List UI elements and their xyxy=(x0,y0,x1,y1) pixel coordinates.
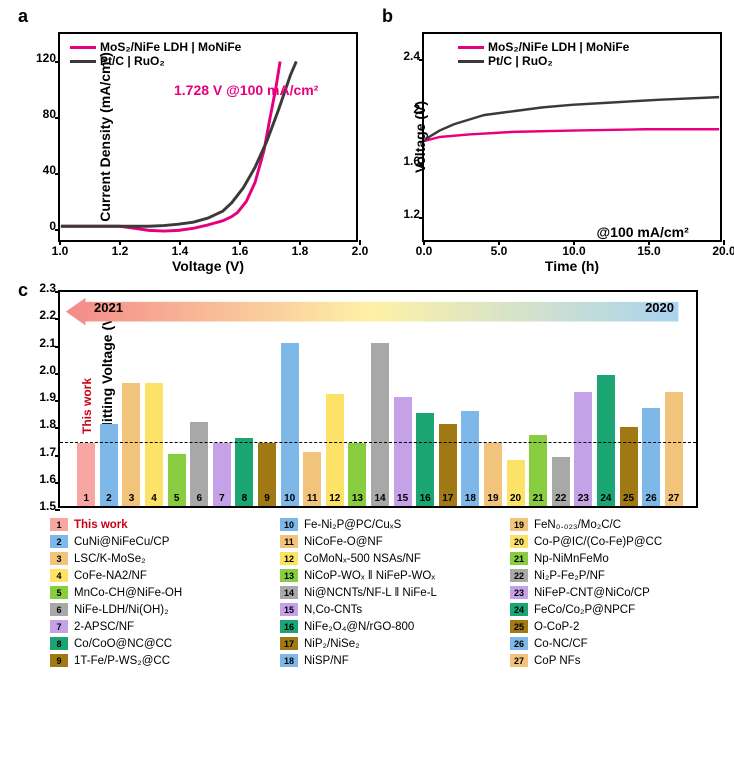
bar-3: 3 xyxy=(122,383,140,506)
panel-c-label: c xyxy=(18,280,28,301)
legend-item-13: 13NiCoP-WOₓ ‖ NiFeP-WOₓ xyxy=(280,567,508,584)
legend-item-24: 24FeCo/Co₂P@NPCF xyxy=(510,601,734,618)
bar-18: 18 xyxy=(461,411,479,506)
bar-8: 8 xyxy=(235,438,253,506)
bar-1: 1 xyxy=(77,443,95,506)
legend-item-10: 10Fe-Ni₂P@PC/CuₓS xyxy=(280,516,508,533)
bar-21: 21 xyxy=(529,435,547,506)
bar-20: 20 xyxy=(507,460,525,506)
legend-item-18: 18NiSP/NF xyxy=(280,652,508,669)
bar-26: 26 xyxy=(642,408,660,506)
legend-item-15: 15N,Co-CNTs xyxy=(280,601,508,618)
bar-23: 23 xyxy=(574,392,592,506)
bar-13: 13 xyxy=(348,443,366,506)
legend-item-22: 22Ni₂P-Fe₂P/NF xyxy=(510,567,734,584)
panel-b-label: b xyxy=(382,6,393,27)
bar-7: 7 xyxy=(213,443,231,506)
panel-b-legend: MoS₂/NiFe LDH | MoNiFePt/C | RuO₂ xyxy=(458,40,629,68)
bar-24: 24 xyxy=(597,375,615,506)
panel-b-annotation: @100 mA/cm² xyxy=(597,224,689,240)
legend-item-21: 21Np-NiMnFeMo xyxy=(510,550,734,567)
legend-item-26: 26Co-NC/CF xyxy=(510,635,734,652)
legend-item-3: 3LSC/K-MoSe₂ xyxy=(50,550,278,567)
panel-a-chart: Current Density (mA/cm²) Voltage (V) MoS… xyxy=(58,32,358,242)
bar-10: 10 xyxy=(281,343,299,507)
bar-27: 27 xyxy=(665,392,683,506)
bar-22: 22 xyxy=(552,457,570,506)
panel-c-chart: Water Splitting Voltage (V) 123456789101… xyxy=(58,290,698,508)
bar-17: 17 xyxy=(439,424,457,506)
bar-14: 14 xyxy=(371,343,389,507)
bar-5: 5 xyxy=(168,454,186,506)
panel-c: c Water Splitting Voltage (V) 1234567891… xyxy=(14,290,720,676)
panel-b-xlabel: Time (h) xyxy=(545,258,599,274)
panel-b: b Voltage (V) Time (h) MoS₂/NiFe LDH | M… xyxy=(378,10,722,242)
legend-item-11: 11NiCoFe-O@NF xyxy=(280,533,508,550)
legend-item-2: 2CuNi@NiFeCu/CP xyxy=(50,533,278,550)
legend-item-23: 23NiFeP-CNT@NiCo/CP xyxy=(510,584,734,601)
legend-item-4: 4CoFe-NA2/NF xyxy=(50,567,278,584)
legend-item-27: 27CoP NFs xyxy=(510,652,734,669)
legend-item-8: 8Co/CoO@NC@CC xyxy=(50,635,278,652)
legend-item-9: 91T-Fe/P-WS₂@CC xyxy=(50,652,278,669)
bar-19: 19 xyxy=(484,443,502,506)
legend-item-16: 16NiFe₂O₄@N/rGO-800 xyxy=(280,618,508,635)
legend-item-1: 1This work xyxy=(50,516,278,533)
panel-a-xlabel: Voltage (V) xyxy=(172,258,244,274)
bar-11: 11 xyxy=(303,452,321,507)
legend-item-19: 19FeN₀.₀₂₃/Mo₂C/C xyxy=(510,516,734,533)
bar-4: 4 xyxy=(145,383,163,506)
bar-12: 12 xyxy=(326,394,344,506)
bar-15: 15 xyxy=(394,397,412,506)
panel-a: a Current Density (mA/cm²) Voltage (V) M… xyxy=(14,10,358,242)
legend-item-25: 25O-CoP-2 xyxy=(510,618,734,635)
legend-item-6: 6NiFe-LDH/Ni(OH)₂ xyxy=(50,601,278,618)
panel-a-legend: MoS₂/NiFe LDH | MoNiFePt/C | RuO₂ xyxy=(70,40,241,68)
panel-b-chart: Voltage (V) Time (h) MoS₂/NiFe LDH | MoN… xyxy=(422,32,722,242)
legend-item-14: 14Ni@NCNTs/NF-L ‖ NiFe-L xyxy=(280,584,508,601)
bar-25: 25 xyxy=(620,427,638,506)
panel-c-legend: 1This work2CuNi@NiFeCu/CP3LSC/K-MoSe₂4Co… xyxy=(50,516,734,676)
panel-a-annotation: 1.728 V @100 mA/cm² xyxy=(174,82,318,98)
bar-16: 16 xyxy=(416,413,434,506)
legend-item-12: 12CoMoNₓ-500 NSAs/NF xyxy=(280,550,508,567)
legend-item-7: 72-APSC/NF xyxy=(50,618,278,635)
bar-6: 6 xyxy=(190,422,208,506)
panel-a-label: a xyxy=(18,6,28,27)
bar-2: 2 xyxy=(100,424,118,506)
legend-item-17: 17NiP₂/NiSe₂ xyxy=(280,635,508,652)
bar-9: 9 xyxy=(258,443,276,506)
legend-item-20: 20Co-P@IC/(Co-Fe)P@CC xyxy=(510,533,734,550)
legend-item-5: 5MnCo-CH@NiFe-OH xyxy=(50,584,278,601)
